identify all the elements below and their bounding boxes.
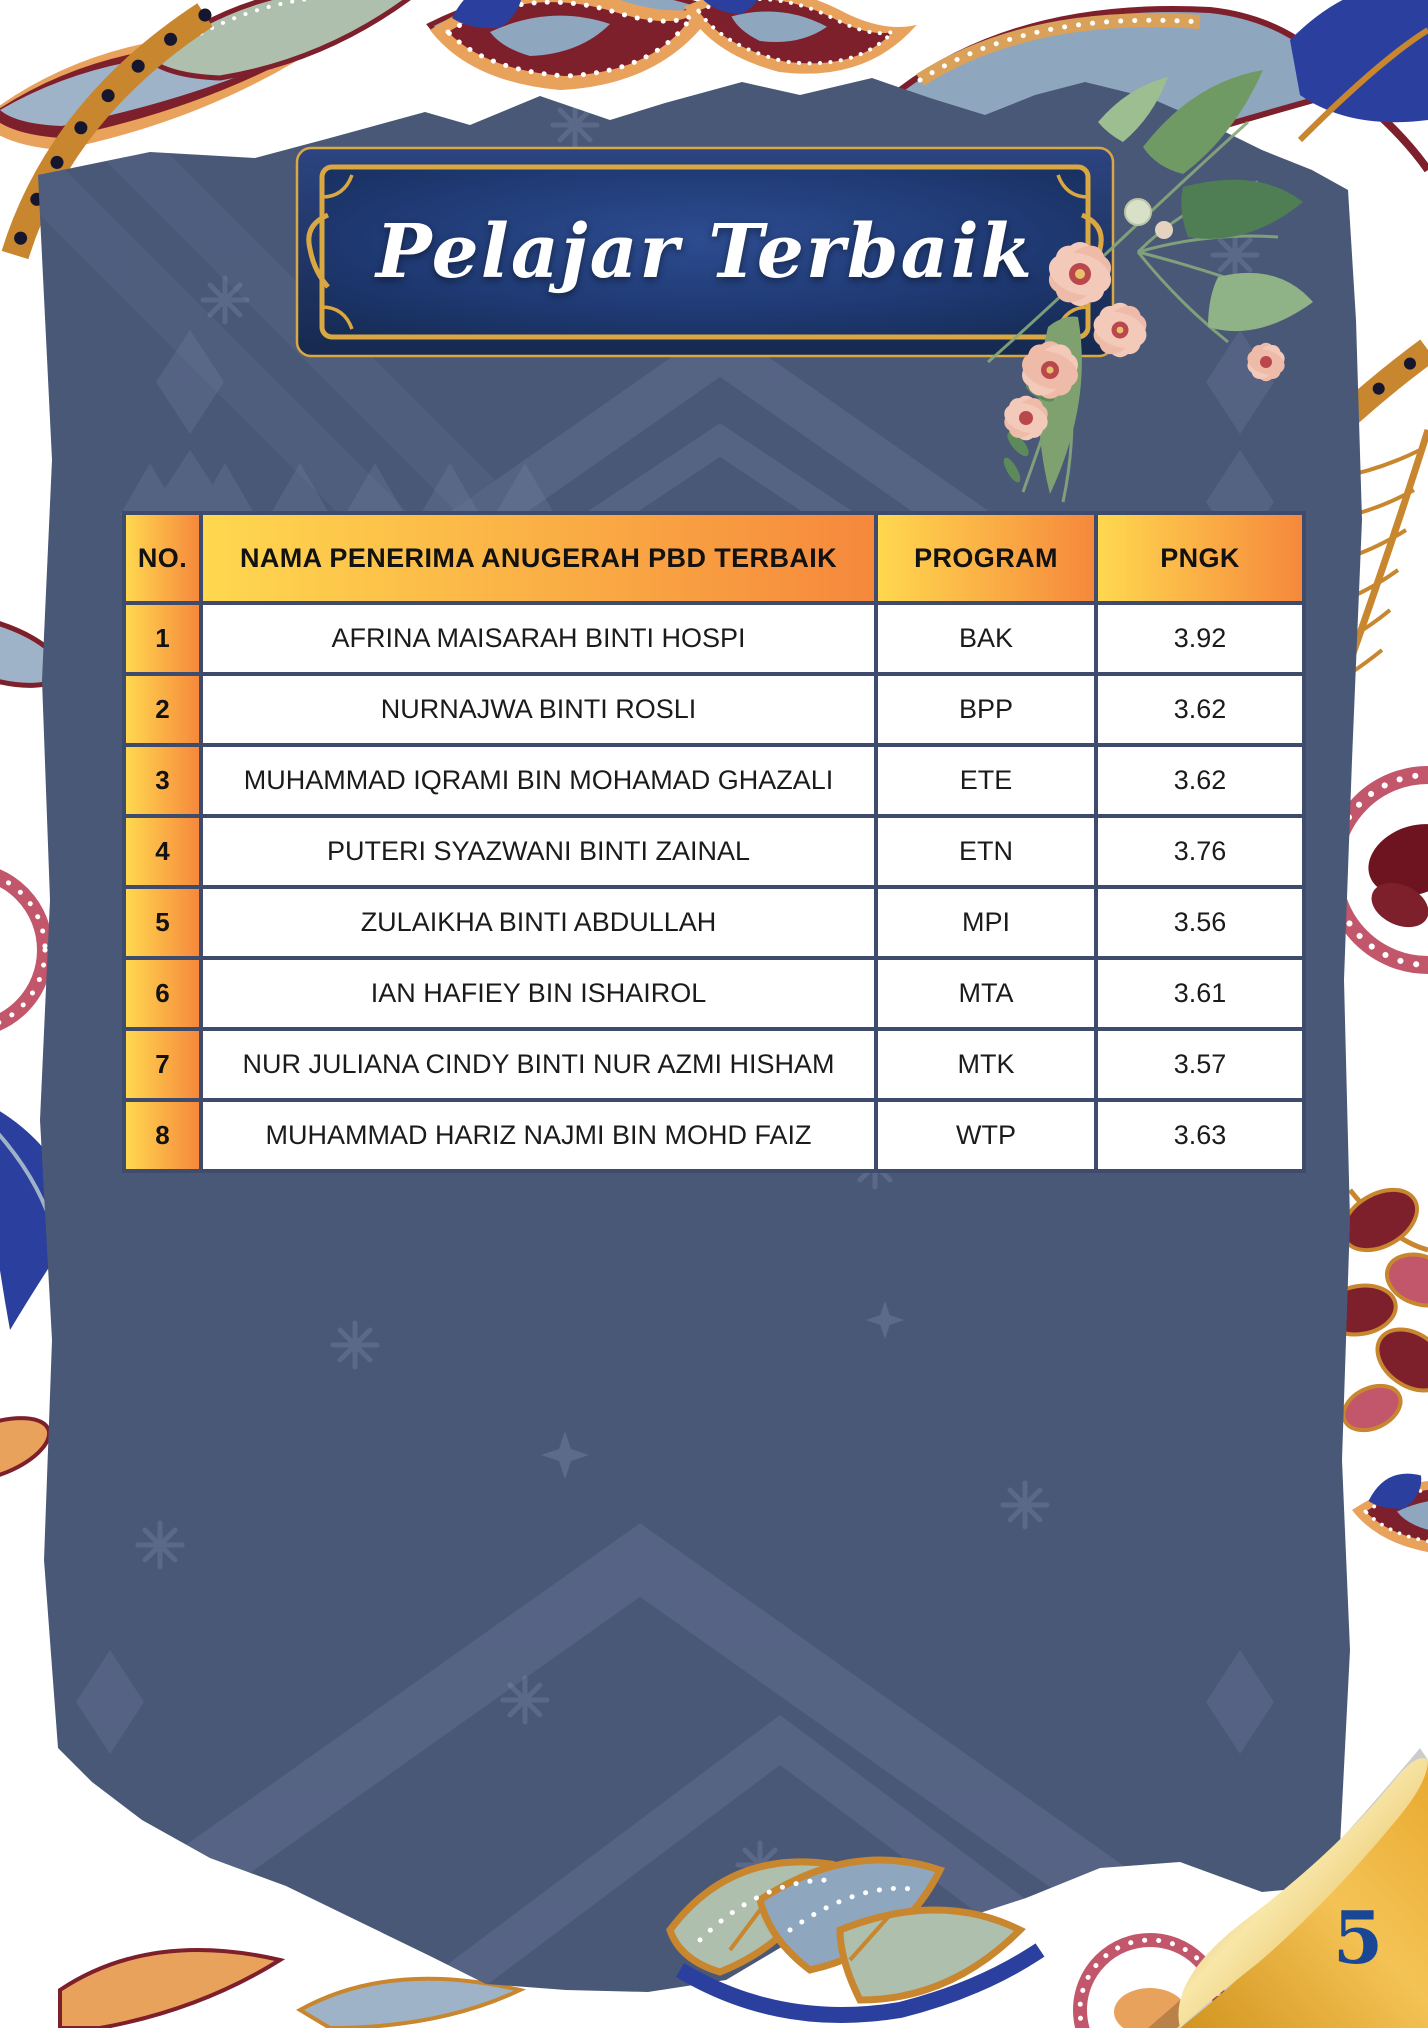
column-header-no: NO. (122, 511, 203, 605)
cell-pngk: 3.56 (1094, 885, 1306, 960)
floral-decoration-icon (987, 70, 1313, 503)
cell-name: AFRINA MAISARAH BINTI HOSPI (199, 601, 878, 676)
column-header-name: NAMA PENERIMA ANUGERAH PBD TERBAIK (199, 511, 878, 605)
batik-bead-band-topleft (1, 3, 213, 262)
cell-name: MUHAMMAD HARIZ NAJMI BIN MOHD FAIZ (199, 1098, 878, 1173)
table-row: 4 PUTERI SYAZWANI BINTI ZAINAL ETN 3.76 (122, 814, 1306, 889)
batik-bottomcenter-leaves (666, 1856, 1045, 2023)
batik-bottomleft-leaves (58, 1948, 527, 2028)
cell-program: BPP (874, 672, 1098, 747)
batik-paisley-topcenter-2 (676, 0, 920, 94)
cell-pngk: 3.62 (1094, 672, 1306, 747)
table-row: 6 IAN HAFIEY BIN ISHAIROL MTA 3.61 (122, 956, 1306, 1031)
cell-program: MPI (874, 885, 1098, 960)
cell-name: MUHAMMAD IQRAMI BIN MOHAMAD GHAZALI (199, 743, 878, 818)
page-title: Pelajar Terbaik (376, 209, 1034, 295)
table-header-row: NO. NAMA PENERIMA ANUGERAH PBD TERBAIK P… (122, 511, 1306, 605)
cell-pngk: 3.92 (1094, 601, 1306, 676)
cell-no: 4 (122, 814, 203, 889)
cell-name: NURNAJWA BINTI ROSLI (199, 672, 878, 747)
cell-program: ETN (874, 814, 1098, 889)
cell-no: 3 (122, 743, 203, 818)
orchid-flowers (1004, 198, 1285, 441)
banner-frame (295, 146, 1115, 358)
table-row: 2 NURNAJWA BINTI ROSLI BPP 3.62 (122, 672, 1306, 747)
cell-no: 7 (122, 1027, 203, 1102)
cell-name: ZULAIKHA BINTI ABDULLAH (199, 885, 878, 960)
batik-left-motifs (0, 612, 80, 1484)
table-row: 3 MUHAMMAD IQRAMI BIN MOHAMAD GHAZALI ET… (122, 743, 1306, 818)
cell-no: 5 (122, 885, 203, 960)
cell-pngk: 3.62 (1094, 743, 1306, 818)
cell-program: WTP (874, 1098, 1098, 1173)
table-row: 5 ZULAIKHA BINTI ABDULLAH MPI 3.56 (122, 885, 1306, 960)
batik-paisley-bottomright (1350, 1471, 1428, 1557)
batik-paisley-topcenter (430, 0, 720, 90)
cell-name: IAN HAFIEY BIN ISHAIROL (199, 956, 878, 1031)
banner-left-ornament (306, 212, 330, 289)
column-header-pngk: PNGK (1094, 511, 1306, 605)
cell-no: 1 (122, 601, 203, 676)
page-number: 5 (1332, 1894, 1384, 1980)
column-header-program: PROGRAM (874, 511, 1098, 605)
table-row: 1 AFRINA MAISARAH BINTI HOSPI BAK 3.92 (122, 601, 1306, 676)
cell-pngk: 3.76 (1094, 814, 1306, 889)
cell-pngk: 3.57 (1094, 1027, 1306, 1102)
page-curl-icon (1148, 1748, 1428, 2028)
best-students-table: NO. NAMA PENERIMA ANUGERAH PBD TERBAIK P… (122, 511, 1306, 1173)
cell-pngk: 3.63 (1094, 1098, 1306, 1173)
cell-no: 2 (122, 672, 203, 747)
cell-pngk: 3.61 (1094, 956, 1306, 1031)
cell-no: 6 (122, 956, 203, 1031)
cell-program: MTK (874, 1027, 1098, 1102)
cell-program: MTA (874, 956, 1098, 1031)
title-banner: Pelajar Terbaik (294, 145, 1116, 359)
cell-no: 8 (122, 1098, 203, 1173)
table-row: 8 MUHAMMAD HARIZ NAJMI BIN MOHD FAIZ WTP… (122, 1098, 1306, 1173)
cell-program: BAK (874, 601, 1098, 676)
cell-program: ETE (874, 743, 1098, 818)
cell-name: NUR JULIANA CINDY BINTI NUR AZMI HISHAM (199, 1027, 878, 1102)
table-row: 7 NUR JULIANA CINDY BINTI NUR AZMI HISHA… (122, 1027, 1306, 1102)
cell-name: PUTERI SYAZWANI BINTI ZAINAL (199, 814, 878, 889)
